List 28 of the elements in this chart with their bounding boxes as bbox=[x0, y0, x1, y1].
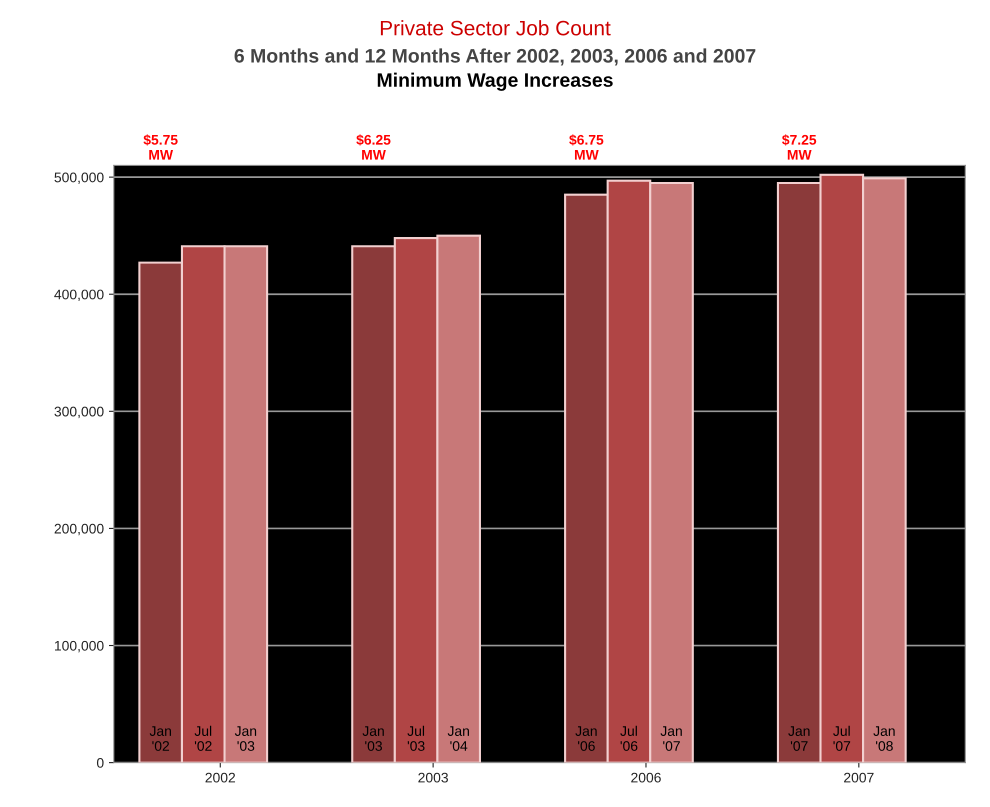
annotation: Jul '06 bbox=[620, 726, 638, 751]
annotation: Jan '06 bbox=[575, 726, 597, 751]
annotation: Jan '08 bbox=[873, 726, 895, 751]
text: $5.75 MW bbox=[143, 134, 178, 160]
annotation: Jan '04 bbox=[448, 726, 469, 751]
y-tick-label: 400,000 bbox=[54, 290, 104, 302]
y-tick-label: 100,000 bbox=[54, 640, 104, 652]
annotation: Jul '03 bbox=[407, 726, 425, 751]
annotation: Jan '07 bbox=[660, 726, 682, 751]
annotation: Jul '07 bbox=[833, 726, 850, 751]
y-tick-label: 0 bbox=[96, 758, 104, 768]
annotation: Jan '03 bbox=[234, 726, 256, 751]
x-tick-label: 2003 bbox=[418, 772, 448, 783]
annotation: Jan '02 bbox=[150, 726, 171, 751]
y-tick-label: 200,000 bbox=[54, 524, 104, 536]
annotation: Jan '03 bbox=[362, 726, 384, 751]
text: $6.75 MW bbox=[569, 134, 604, 160]
chart-subtitle: 6 Months and 12 Months After 2002, 2003, 2006 and 2007 Minimum Wage Increases bbox=[234, 48, 756, 91]
x-tick-label: 2006 bbox=[631, 772, 661, 783]
text: $6.25 MW bbox=[356, 134, 391, 160]
annotation: Jan '07 bbox=[788, 726, 810, 751]
annotation: Jul '02 bbox=[194, 726, 212, 751]
y-tick-label: 500,000 bbox=[54, 172, 104, 184]
x-tick-label: 2007 bbox=[844, 772, 874, 783]
y-tick-label: 300,000 bbox=[54, 406, 104, 418]
x-tick-label: 2002 bbox=[206, 772, 236, 783]
text: $7.25 MW bbox=[782, 134, 816, 160]
chart-title: Private Sector Job Count bbox=[380, 20, 611, 36]
